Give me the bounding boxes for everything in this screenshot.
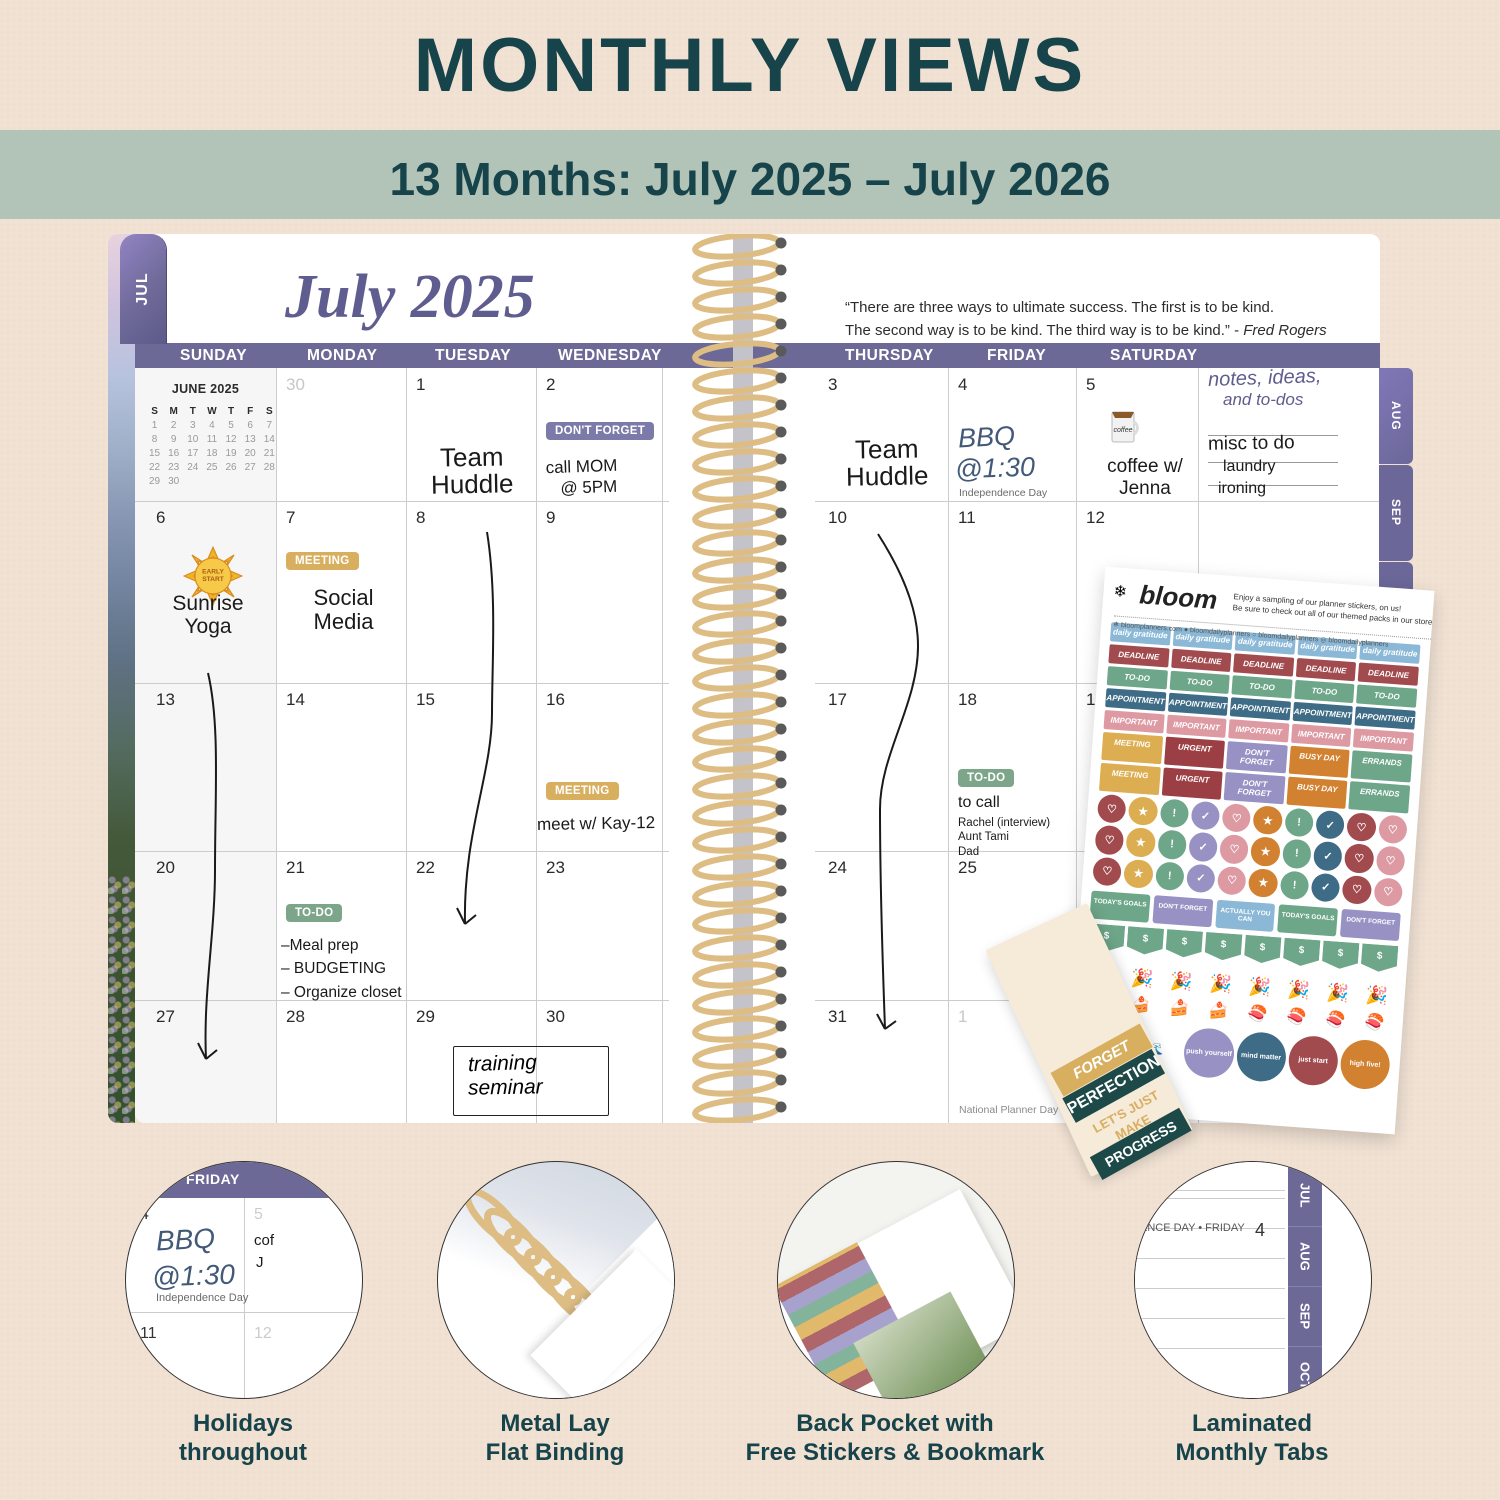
svg-text:START: START — [202, 576, 224, 583]
svg-text:coffee: coffee — [1113, 427, 1132, 434]
svg-text:EARLY: EARLY — [202, 569, 224, 576]
